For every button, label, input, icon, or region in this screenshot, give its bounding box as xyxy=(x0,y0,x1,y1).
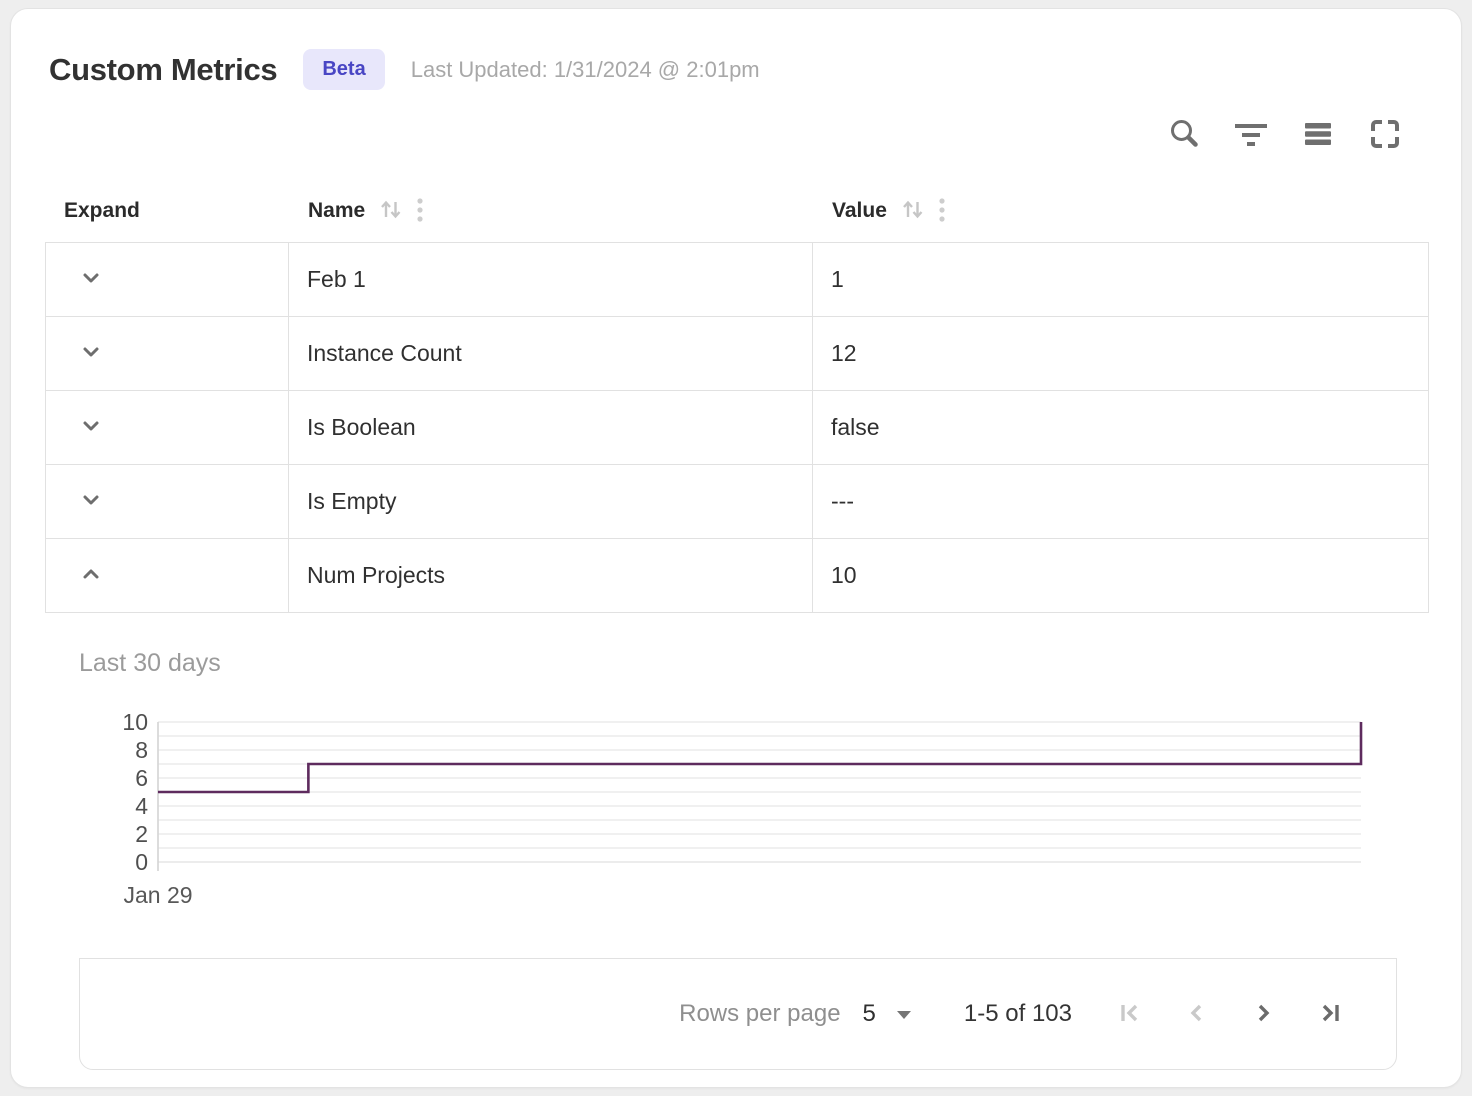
sort-value-button[interactable] xyxy=(899,196,926,226)
table-row: Is Boolean false xyxy=(46,391,1428,465)
metric-name-cell: Num Projects xyxy=(289,539,813,612)
sparkline-chart: 0 2 4 6 8 10 Jan 29 xyxy=(105,710,1429,914)
column-menu-name-button[interactable] xyxy=(416,196,424,227)
sort-arrows-icon xyxy=(899,196,926,226)
column-menu-value-button[interactable] xyxy=(938,196,946,227)
expand-cell xyxy=(46,391,289,464)
table-row: Is Empty --- xyxy=(46,465,1428,539)
rows-per-page-select[interactable]: 5 xyxy=(841,1000,912,1028)
metric-value-cell: 1 xyxy=(831,266,844,292)
column-header-value[interactable]: Value xyxy=(813,196,1429,227)
expand-row-button[interactable] xyxy=(72,483,110,521)
chart-title: Last 30 days xyxy=(79,649,221,677)
column-label: Value xyxy=(832,199,887,222)
column-header-expand: Expand xyxy=(45,199,289,223)
kebab-icon xyxy=(416,196,424,227)
custom-metrics-card: Custom Metrics Beta Last Updated: 1/31/2… xyxy=(10,8,1462,1088)
chevron-right-icon xyxy=(1248,998,1278,1031)
sort-name-button[interactable] xyxy=(377,196,404,226)
svg-text:Jan 29: Jan 29 xyxy=(123,882,192,908)
dropdown-caret-icon xyxy=(896,1008,912,1020)
table-body: Feb 1 1 Instance Count 12 xyxy=(45,242,1429,613)
table-header-row: Expand Name xyxy=(45,180,1429,242)
table-row: Num Projects 10 xyxy=(46,539,1428,613)
filter-button[interactable] xyxy=(1233,116,1269,152)
svg-text:0: 0 xyxy=(135,849,148,875)
table-row: Feb 1 1 xyxy=(46,243,1428,317)
next-page-button[interactable] xyxy=(1230,992,1296,1036)
last-updated-text: Last Updated: 1/31/2024 @ 2:01pm xyxy=(410,56,760,82)
expand-cell xyxy=(46,539,289,612)
search-icon xyxy=(1167,117,1201,151)
pager-controls xyxy=(1098,992,1362,1036)
metric-value-cell: 10 xyxy=(831,562,857,588)
chevron-down-icon xyxy=(78,413,104,442)
expand-row-button[interactable] xyxy=(72,261,110,299)
page-range-label: 1-5 of 103 xyxy=(963,1000,1072,1027)
metric-name-cell: Instance Count xyxy=(289,317,813,390)
detail-panel: Last 30 days 0 2 4 6 8 10 Jan 29 xyxy=(45,613,1429,958)
fullscreen-icon xyxy=(1368,117,1402,151)
sort-arrows-icon xyxy=(377,196,404,226)
last-page-icon xyxy=(1314,998,1344,1031)
density-button[interactable] xyxy=(1300,116,1336,152)
density-icon xyxy=(1301,117,1335,151)
chevron-down-icon xyxy=(78,487,104,516)
expand-cell xyxy=(46,243,289,316)
chevron-down-icon xyxy=(78,265,104,294)
table-row: Instance Count 12 xyxy=(46,317,1428,391)
metric-name-cell: Is Empty xyxy=(289,465,813,538)
metric-value-cell: --- xyxy=(831,488,854,514)
svg-text:8: 8 xyxy=(135,737,148,763)
grid-toolbar xyxy=(11,90,1461,154)
expand-row-button[interactable] xyxy=(72,557,110,595)
last-page-button[interactable] xyxy=(1296,992,1362,1036)
page-title: Custom Metrics xyxy=(49,51,278,87)
search-button[interactable] xyxy=(1166,116,1202,152)
filter-icon xyxy=(1232,117,1270,151)
rows-per-page-value: 5 xyxy=(862,1000,876,1027)
column-label: Name xyxy=(308,199,366,222)
column-header-name[interactable]: Name xyxy=(289,196,813,227)
chevron-left-icon xyxy=(1182,998,1212,1031)
expand-cell xyxy=(46,465,289,538)
page-header: Custom Metrics Beta Last Updated: 1/31/2… xyxy=(11,9,1461,90)
chevron-down-icon xyxy=(78,339,104,368)
svg-text:10: 10 xyxy=(122,710,148,735)
metric-name-cell: Is Boolean xyxy=(289,391,813,464)
data-grid: Expand Name xyxy=(11,154,1461,1070)
rows-per-page-label: Rows per page xyxy=(679,1000,841,1027)
expand-row-button[interactable] xyxy=(72,335,110,373)
kebab-icon xyxy=(938,196,946,227)
svg-text:6: 6 xyxy=(135,765,148,791)
svg-text:4: 4 xyxy=(135,793,148,819)
chevron-up-icon xyxy=(78,561,104,590)
metric-name-cell: Feb 1 xyxy=(289,243,813,316)
beta-badge: Beta xyxy=(303,49,385,90)
pagination-footer: Rows per page 5 1-5 of 103 xyxy=(79,958,1397,1070)
metric-value-cell: false xyxy=(831,414,880,440)
expand-row-button[interactable] xyxy=(72,409,110,447)
svg-text:2: 2 xyxy=(135,821,148,847)
fullscreen-button[interactable] xyxy=(1367,116,1403,152)
metric-value-cell: 12 xyxy=(831,340,857,366)
first-page-icon xyxy=(1116,998,1146,1031)
previous-page-button[interactable] xyxy=(1164,992,1230,1036)
expand-cell xyxy=(46,317,289,390)
first-page-button[interactable] xyxy=(1098,992,1164,1036)
column-label: Expand xyxy=(64,199,140,222)
